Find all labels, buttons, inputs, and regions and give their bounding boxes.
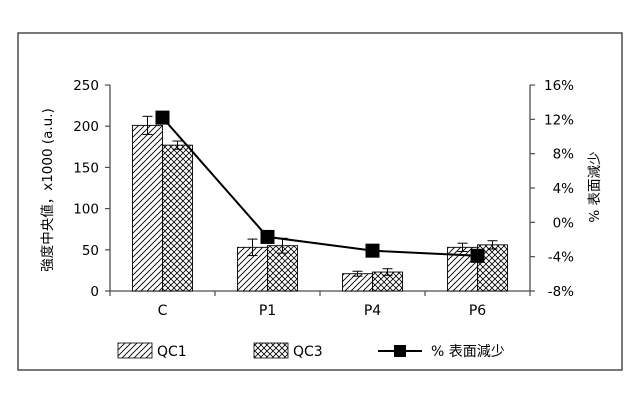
tick-labels: 0 50 100 150 200 250 -8% -4% 0% 4% 8% 12% 16% C P1 P4 P6 <box>73 78 574 319</box>
legend-label-qc3: QC3 <box>293 344 323 360</box>
bar-qc3 <box>162 144 193 292</box>
legend-marker-reduction <box>394 345 406 357</box>
error-bars <box>142 115 498 277</box>
x-tick-label: P6 <box>469 303 486 319</box>
legend-label-reduction: % 表面減少 <box>431 343 505 360</box>
y-right-tick-label: 4% <box>553 181 575 197</box>
reduction-point <box>155 110 170 125</box>
y-right-tick-label: -4% <box>548 250 574 266</box>
x-tick-label: P4 <box>364 303 381 319</box>
chart-frame <box>17 32 623 371</box>
reduction-point <box>470 248 485 263</box>
y-left-tick-label: 50 <box>82 243 99 259</box>
y-right-tick-label: 12% <box>544 112 574 128</box>
reduction-line <box>155 110 485 263</box>
y-right-tick-label: 8% <box>553 147 575 163</box>
legend-swatch-qc1 <box>117 342 153 359</box>
y-left-tick-label: 250 <box>73 78 99 94</box>
legend-label-qc1: QC1 <box>157 344 187 360</box>
x-tick-label: C <box>158 303 168 319</box>
x-tick-label: P1 <box>259 303 276 319</box>
reduction-point <box>365 243 380 258</box>
y-left-tick-label: 150 <box>73 160 99 176</box>
y-right-tick-label: 0% <box>553 215 575 231</box>
y-right-axis-label: % 表面減少 <box>586 151 603 222</box>
y-left-tick-label: 0 <box>90 284 99 300</box>
y-left-tick-label: 100 <box>73 202 99 218</box>
bars <box>132 124 508 292</box>
y-right-tick-label: -8% <box>548 284 574 300</box>
y-left-axis-label: 強度中央値，x1000 (a.u.) <box>40 108 56 272</box>
reduction-point <box>260 229 275 244</box>
legend-swatch-qc3 <box>253 342 289 359</box>
legend: QC1 QC3 % 表面減少 <box>117 342 505 360</box>
reduction-polyline <box>161 116 478 257</box>
y-right-tick-label: 16% <box>544 78 574 94</box>
y-left-tick-label: 200 <box>73 119 99 135</box>
bar-qc1 <box>132 124 163 292</box>
